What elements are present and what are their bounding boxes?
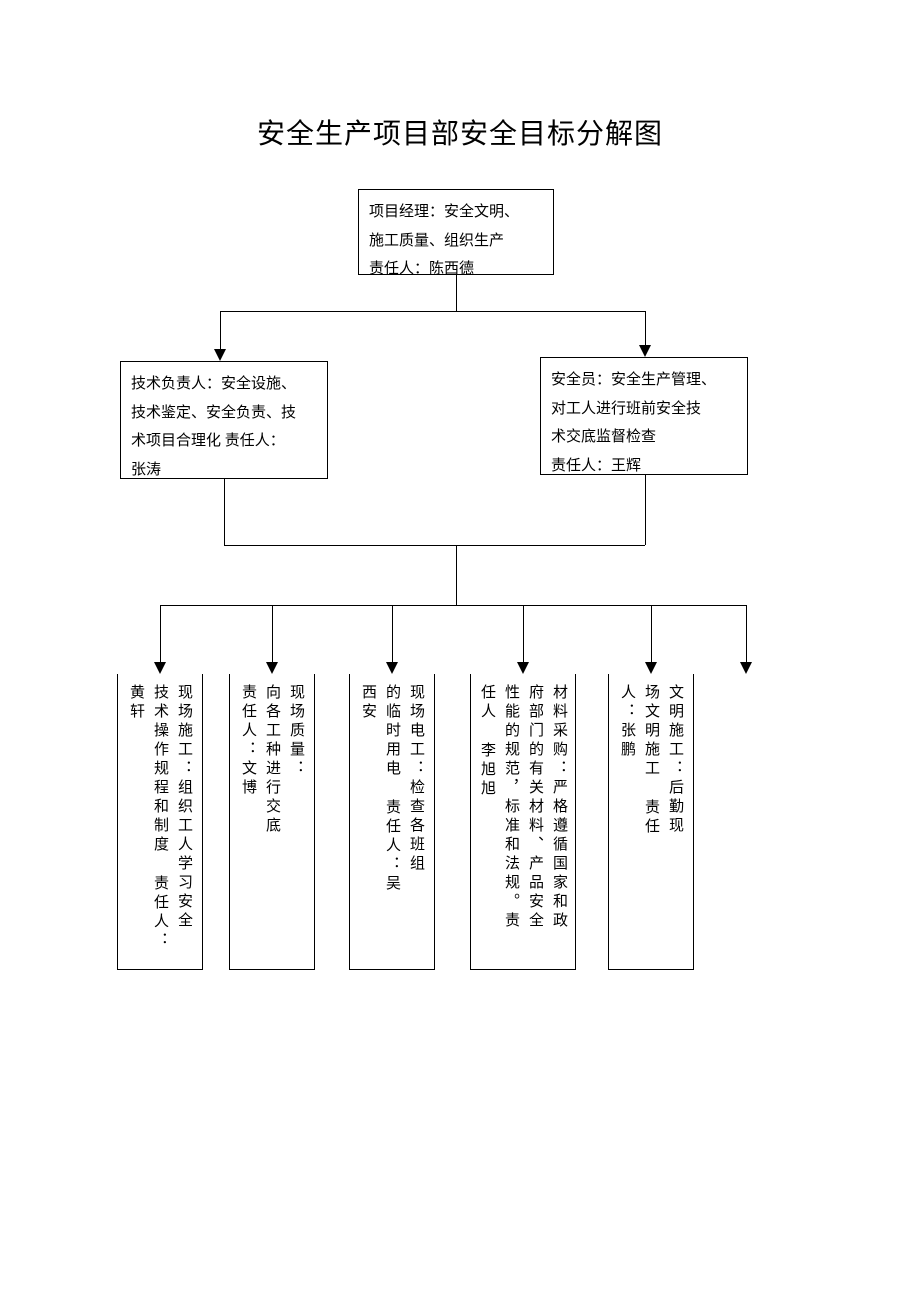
arrow-down-icon	[639, 345, 651, 357]
node-project-manager: 项目经理：安全文明、施工质量、组织生产责任人：陈西德	[358, 189, 554, 275]
node-text-column: 现场施工：组织工人学习安全	[172, 684, 196, 931]
connector-hline	[224, 545, 645, 546]
connector-hline	[220, 311, 645, 312]
node-text-column: 性能的规范，标准和法规。责	[499, 684, 523, 931]
node-material-purchase: 材料采购：严格遵循国家和政府部门的有关材料、产品安全性能的规范，标准和法规。责任…	[470, 674, 576, 970]
node-text-column: 场文明施工 责任	[639, 684, 663, 837]
node-text-column: 材料采购：严格遵循国家和政	[547, 684, 571, 931]
connector-vline	[220, 311, 221, 349]
node-civilized-construction: 文明施工：后勤现场文明施工 责任人：张鹏	[608, 674, 694, 970]
node-text-column: 黄轩	[124, 684, 148, 722]
node-site-electrician: 现场电工：检查各班组的临时用电 责任人：吴西安	[349, 674, 435, 970]
arrow-down-icon	[266, 662, 278, 674]
connector-vline	[645, 311, 646, 345]
node-text-line: 对工人进行班前安全技	[551, 395, 737, 424]
arrow-down-icon	[154, 662, 166, 674]
connector-hline	[160, 605, 746, 606]
node-text-column: 现场电工：检查各班组	[404, 684, 428, 874]
node-safety-officer: 安全员：安全生产管理、对工人进行班前安全技术交底监督检查责任人：王辉	[540, 357, 748, 475]
page-title: 安全生产项目部安全目标分解图	[0, 112, 920, 152]
node-text-column: 向各工种进行交底	[260, 684, 284, 836]
node-text-column: 西安	[356, 684, 380, 722]
connector-vline	[651, 605, 652, 662]
arrow-down-icon	[740, 662, 752, 674]
connector-vline	[746, 605, 747, 662]
node-text-column: 现场质量：	[284, 684, 308, 779]
arrow-down-icon	[214, 349, 226, 361]
node-site-construction: 现场施工：组织工人学习安全技术操作规程和制度 责任人：黄轩	[117, 674, 203, 970]
node-text-column: 任人 李旭旭	[475, 684, 499, 799]
connector-vline	[272, 605, 273, 662]
connector-vline	[224, 479, 225, 545]
node-text-column: 技术操作规程和制度 责任人：	[148, 684, 172, 951]
node-text-line: 项目经理：安全文明、	[369, 198, 543, 227]
node-text-line: 施工质量、组织生产	[369, 227, 543, 256]
connector-vline	[456, 545, 457, 605]
node-text-column: 府部门的有关材料、产品安全	[523, 684, 547, 931]
node-text-line: 安全员：安全生产管理、	[551, 366, 737, 395]
node-text-line: 术交底监督检查	[551, 423, 737, 452]
connector-vline	[645, 475, 646, 545]
node-text-line: 责任人：王辉	[551, 452, 737, 481]
node-text-column: 文明施工：后勤现	[663, 684, 687, 836]
connector-vline	[456, 275, 457, 311]
node-text-line: 技术鉴定、安全负责、技	[131, 399, 317, 428]
node-text-line: 技术负责人：安全设施、	[131, 370, 317, 399]
node-tech-lead: 技术负责人：安全设施、技术鉴定、安全负责、技术项目合理化 责任人：张涛	[120, 361, 328, 479]
connector-vline	[523, 605, 524, 662]
node-text-column: 人：张鹏	[615, 684, 639, 760]
node-text-column: 的临时用电 责任人：吴	[380, 684, 404, 894]
node-text-column: 责任人：文博	[236, 684, 260, 798]
arrow-down-icon	[517, 662, 529, 674]
arrow-down-icon	[386, 662, 398, 674]
arrow-down-icon	[645, 662, 657, 674]
connector-vline	[392, 605, 393, 662]
node-site-quality: 现场质量：向各工种进行交底责任人：文博	[229, 674, 315, 970]
connector-vline	[160, 605, 161, 662]
page-root: 安全生产项目部安全目标分解图 项目经理：安全文明、施工质量、组织生产责任人：陈西…	[0, 0, 920, 1301]
node-text-line: 术项目合理化 责任人：	[131, 427, 317, 456]
